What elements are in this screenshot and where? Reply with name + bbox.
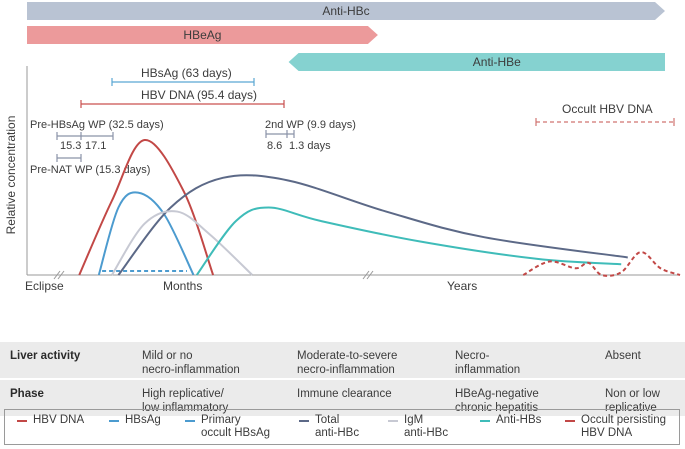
legend-label: HBV DNA: [33, 414, 85, 426]
series-layer: [78, 139, 681, 277]
legend-swatch: [388, 420, 398, 422]
anti-hbe-bar: Anti-HBe: [288, 53, 665, 71]
series-anti-hbs: [195, 206, 622, 276]
y-axis-label: Relative concentration: [4, 116, 18, 235]
interval-hbsag-label: HBsAg (63 days): [141, 66, 232, 80]
interval-pre-nat-wp: Pre-NAT WP (15.3 days): [30, 154, 150, 176]
table-cell: HBeAg-negative chronic hepatitis: [455, 388, 539, 414]
interval-pre-hbsag-wp: Pre-HBsAg WP (32.5 days) 15.3 17.1: [30, 119, 164, 152]
legend-label: Occult persisting HBV DNA: [581, 414, 667, 439]
interval-hbv-dna-label: HBV DNA (95.4 days): [141, 88, 257, 102]
legend-label: IgM anti-HBc: [404, 414, 449, 439]
x-label-eclipse: Eclipse: [25, 279, 64, 293]
anti-hbc-arrow: [27, 2, 665, 20]
x-label-years: Years: [447, 279, 477, 293]
anti-hbe-arrow: [288, 53, 665, 71]
interval-occult-hbv-dna: Occult HBV DNA: [535, 102, 675, 126]
table-row-liver-activity: Liver activity Mild or no necro-inflamma…: [0, 342, 685, 378]
occult-hbv-dna-label: Occult HBV DNA: [562, 102, 653, 116]
interval-2nd-wp: 2nd WP (9.9 days) 8.6 1.3 days: [265, 119, 356, 152]
axis-break-2: [362, 270, 374, 280]
series-igm-anti-hbc: [111, 210, 253, 276]
table-cell: High replicative/ low inflammatory: [142, 388, 229, 414]
pre-hbsag-wp-label: Pre-HBsAg WP (32.5 days): [30, 119, 164, 131]
series-occult-persisting-hbv-dna: [522, 251, 681, 277]
table-cell: Absent: [605, 350, 641, 362]
table-cell: Necro- inflammation: [455, 350, 521, 376]
hbeag-bar: HBeAg: [27, 26, 378, 44]
2nd-wp-sub-2: 1.3 days: [289, 140, 331, 152]
interval-hbsag: HBsAg (63 days): [111, 66, 255, 86]
hbeag-label: HBeAg: [183, 28, 221, 42]
chart: Anti-HBc HBeAg Anti-HBe Relative concent…: [4, 2, 681, 293]
anti-hbc-label: Anti-HBc: [322, 4, 369, 18]
pre-hbsag-wp-sub-2: 17.1: [85, 140, 106, 152]
legend-swatch: [565, 420, 575, 422]
legend-swatch: [185, 420, 195, 422]
anti-hbc-bar: Anti-HBc: [27, 2, 665, 20]
legend-label: Total anti-HBc: [315, 414, 360, 439]
legend-label: Primary occult HBsAg: [201, 414, 271, 439]
table-cell: Immune clearance: [297, 388, 392, 400]
series-hbv-dna: [78, 139, 215, 276]
legend-swatch: [109, 420, 119, 422]
legend-label: Anti-HBs: [496, 414, 542, 426]
2nd-wp-sub-1: 8.6: [267, 140, 282, 152]
hbeag-arrow: [27, 26, 378, 44]
row-header: Phase: [10, 388, 44, 400]
series-total-anti-hbc: [117, 174, 628, 276]
table-cell: Moderate-to-severe necro-inflammation: [297, 350, 398, 376]
row-header: Liver activity: [10, 350, 81, 362]
legend-swatch: [17, 420, 27, 422]
table-row-phase: Phase High replicative/ low inflammatory…: [0, 380, 685, 416]
pre-nat-wp-label: Pre-NAT WP (15.3 days): [30, 164, 150, 176]
anti-hbe-label: Anti-HBe: [473, 55, 521, 69]
table-cell: Non or low replicative: [605, 388, 660, 414]
legend-swatch: [299, 420, 309, 422]
pre-hbsag-wp-sub-1: 15.3: [60, 140, 81, 152]
table-cell: Mild or no necro-inflammation: [142, 350, 240, 376]
interval-hbv-dna: HBV DNA (95.4 days): [80, 88, 285, 108]
2nd-wp-label: 2nd WP (9.9 days): [265, 119, 356, 131]
legend-label: HBsAg: [125, 414, 161, 426]
axis-break-1: [53, 270, 65, 280]
x-label-months: Months: [163, 279, 202, 293]
series-hbsag: [97, 191, 195, 276]
legend: HBV DNA HBsAg Primary occult HBsAg Total…: [4, 409, 680, 445]
legend-swatch: [480, 420, 490, 422]
